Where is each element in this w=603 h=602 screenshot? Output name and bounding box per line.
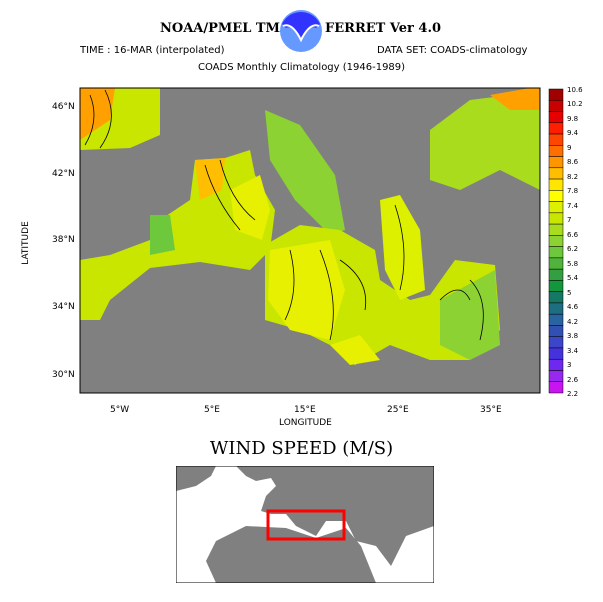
colorbar-label: 3.8 [567, 332, 579, 341]
header-left-title: NOAA/PMEL TMAP [160, 21, 300, 36]
tyrrhenian [230, 175, 270, 240]
levant [440, 270, 500, 360]
colorbar-swatch [548, 212, 564, 225]
colorbar-swatch [548, 381, 564, 394]
colorbar-label: 8.2 [567, 172, 579, 181]
plot-frame [79, 87, 541, 394]
region-box [266, 509, 346, 541]
colorbar-label: 5.8 [567, 259, 579, 268]
colorbar-swatch [548, 88, 564, 101]
colorbar-swatch [548, 100, 564, 112]
colorbar-swatch [548, 291, 564, 304]
black-sea [430, 90, 540, 190]
colorbar-label: 2.2 [567, 390, 579, 398]
colorbar-swatch [548, 111, 564, 124]
y-tick-38n: 38°N [52, 235, 75, 245]
colorbar-swatch [548, 325, 564, 337]
black-sea-ne [490, 88, 540, 110]
time-label: TIME : 16-MAR (interpolated) [80, 45, 225, 56]
colorbar-swatch [548, 358, 564, 371]
colorbar-swatch [548, 201, 564, 214]
x-axis-label: LONGITUDE [279, 418, 332, 428]
colorbar-label: 7.8 [567, 187, 579, 196]
colorbar-swatch [548, 235, 564, 247]
y-tick-34n: 34°N [52, 302, 75, 312]
western-med [80, 150, 275, 320]
colorbar-swatch [548, 302, 564, 315]
colorbar-label: 7 [567, 216, 572, 225]
colorbar-swatch [548, 313, 564, 326]
colorbar-swatch [548, 133, 564, 146]
colorbar-label: 7.4 [567, 201, 579, 210]
colorbar-label: 10.6 [567, 86, 583, 94]
noaa-logo-icon [280, 10, 322, 52]
colorbar-swatch [548, 246, 564, 259]
colorbar-swatch [548, 145, 564, 157]
colorbar-swatch [548, 336, 564, 349]
wind-speed-map [79, 87, 564, 394]
colorbar-swatch [548, 280, 564, 292]
y-tick-42n: 42°N [52, 169, 75, 179]
aegean [380, 195, 425, 300]
plot-title: WIND SPEED (M/S) [209, 438, 394, 459]
y-tick-30n: 30°N [52, 370, 75, 380]
colorbar-label: 9.4 [567, 129, 579, 138]
colorbar-label: 3.4 [567, 346, 579, 355]
colorbar-label: 6.2 [567, 245, 579, 254]
colorbar-label: 4.2 [567, 317, 579, 326]
bay-of-biscay-high [80, 88, 115, 140]
colorbar-label: 2.6 [567, 375, 579, 384]
y-tick-46n: 46°N [52, 102, 75, 112]
x-tick-5w: 5°W [110, 405, 130, 415]
locator-map [176, 466, 434, 583]
colorbar-swatch [548, 178, 564, 191]
sardinia-green [150, 215, 175, 255]
libya-coast [330, 335, 380, 365]
colorbar-swatch [548, 370, 564, 382]
colorbar-label: 9 [567, 143, 572, 152]
plot-subtitle: COADS Monthly Climatology (1946-1989) [198, 62, 406, 73]
x-tick-25e: 25°E [387, 405, 409, 415]
colorbar-label: 10.2 [567, 100, 583, 109]
colorbar-swatch [548, 122, 564, 135]
colorbar-swatch [548, 268, 564, 281]
x-tick-35e: 35°E [480, 405, 502, 415]
colorbar-swatch [548, 190, 564, 202]
colorbar-label: 3 [567, 361, 572, 370]
colorbar-label: 9.8 [567, 114, 579, 123]
header-right-title: FERRET Ver 4.0 [325, 21, 442, 36]
colorbar-swatch [548, 223, 564, 236]
colorbar-label: 5 [567, 288, 572, 297]
dataset-label: DATA SET: COADS-climatology [377, 45, 528, 56]
x-tick-5e: 5°E [204, 405, 220, 415]
contour-lines [84, 89, 484, 341]
colorbar [548, 88, 564, 394]
colorbar-label: 6.6 [567, 230, 579, 239]
colorbar-label: 4.6 [567, 303, 579, 312]
colorbar-label: 5.4 [567, 274, 579, 283]
adriatic [265, 110, 345, 235]
x-tick-15e: 15°E [294, 405, 316, 415]
colorbar-swatch [548, 347, 564, 360]
colorbar-swatch [548, 156, 564, 169]
colorbar-swatch [548, 257, 564, 270]
colorbar-label: 8.6 [567, 158, 579, 167]
colorbar-swatch [548, 167, 564, 180]
y-axis-label: LATITUDE [20, 221, 31, 265]
